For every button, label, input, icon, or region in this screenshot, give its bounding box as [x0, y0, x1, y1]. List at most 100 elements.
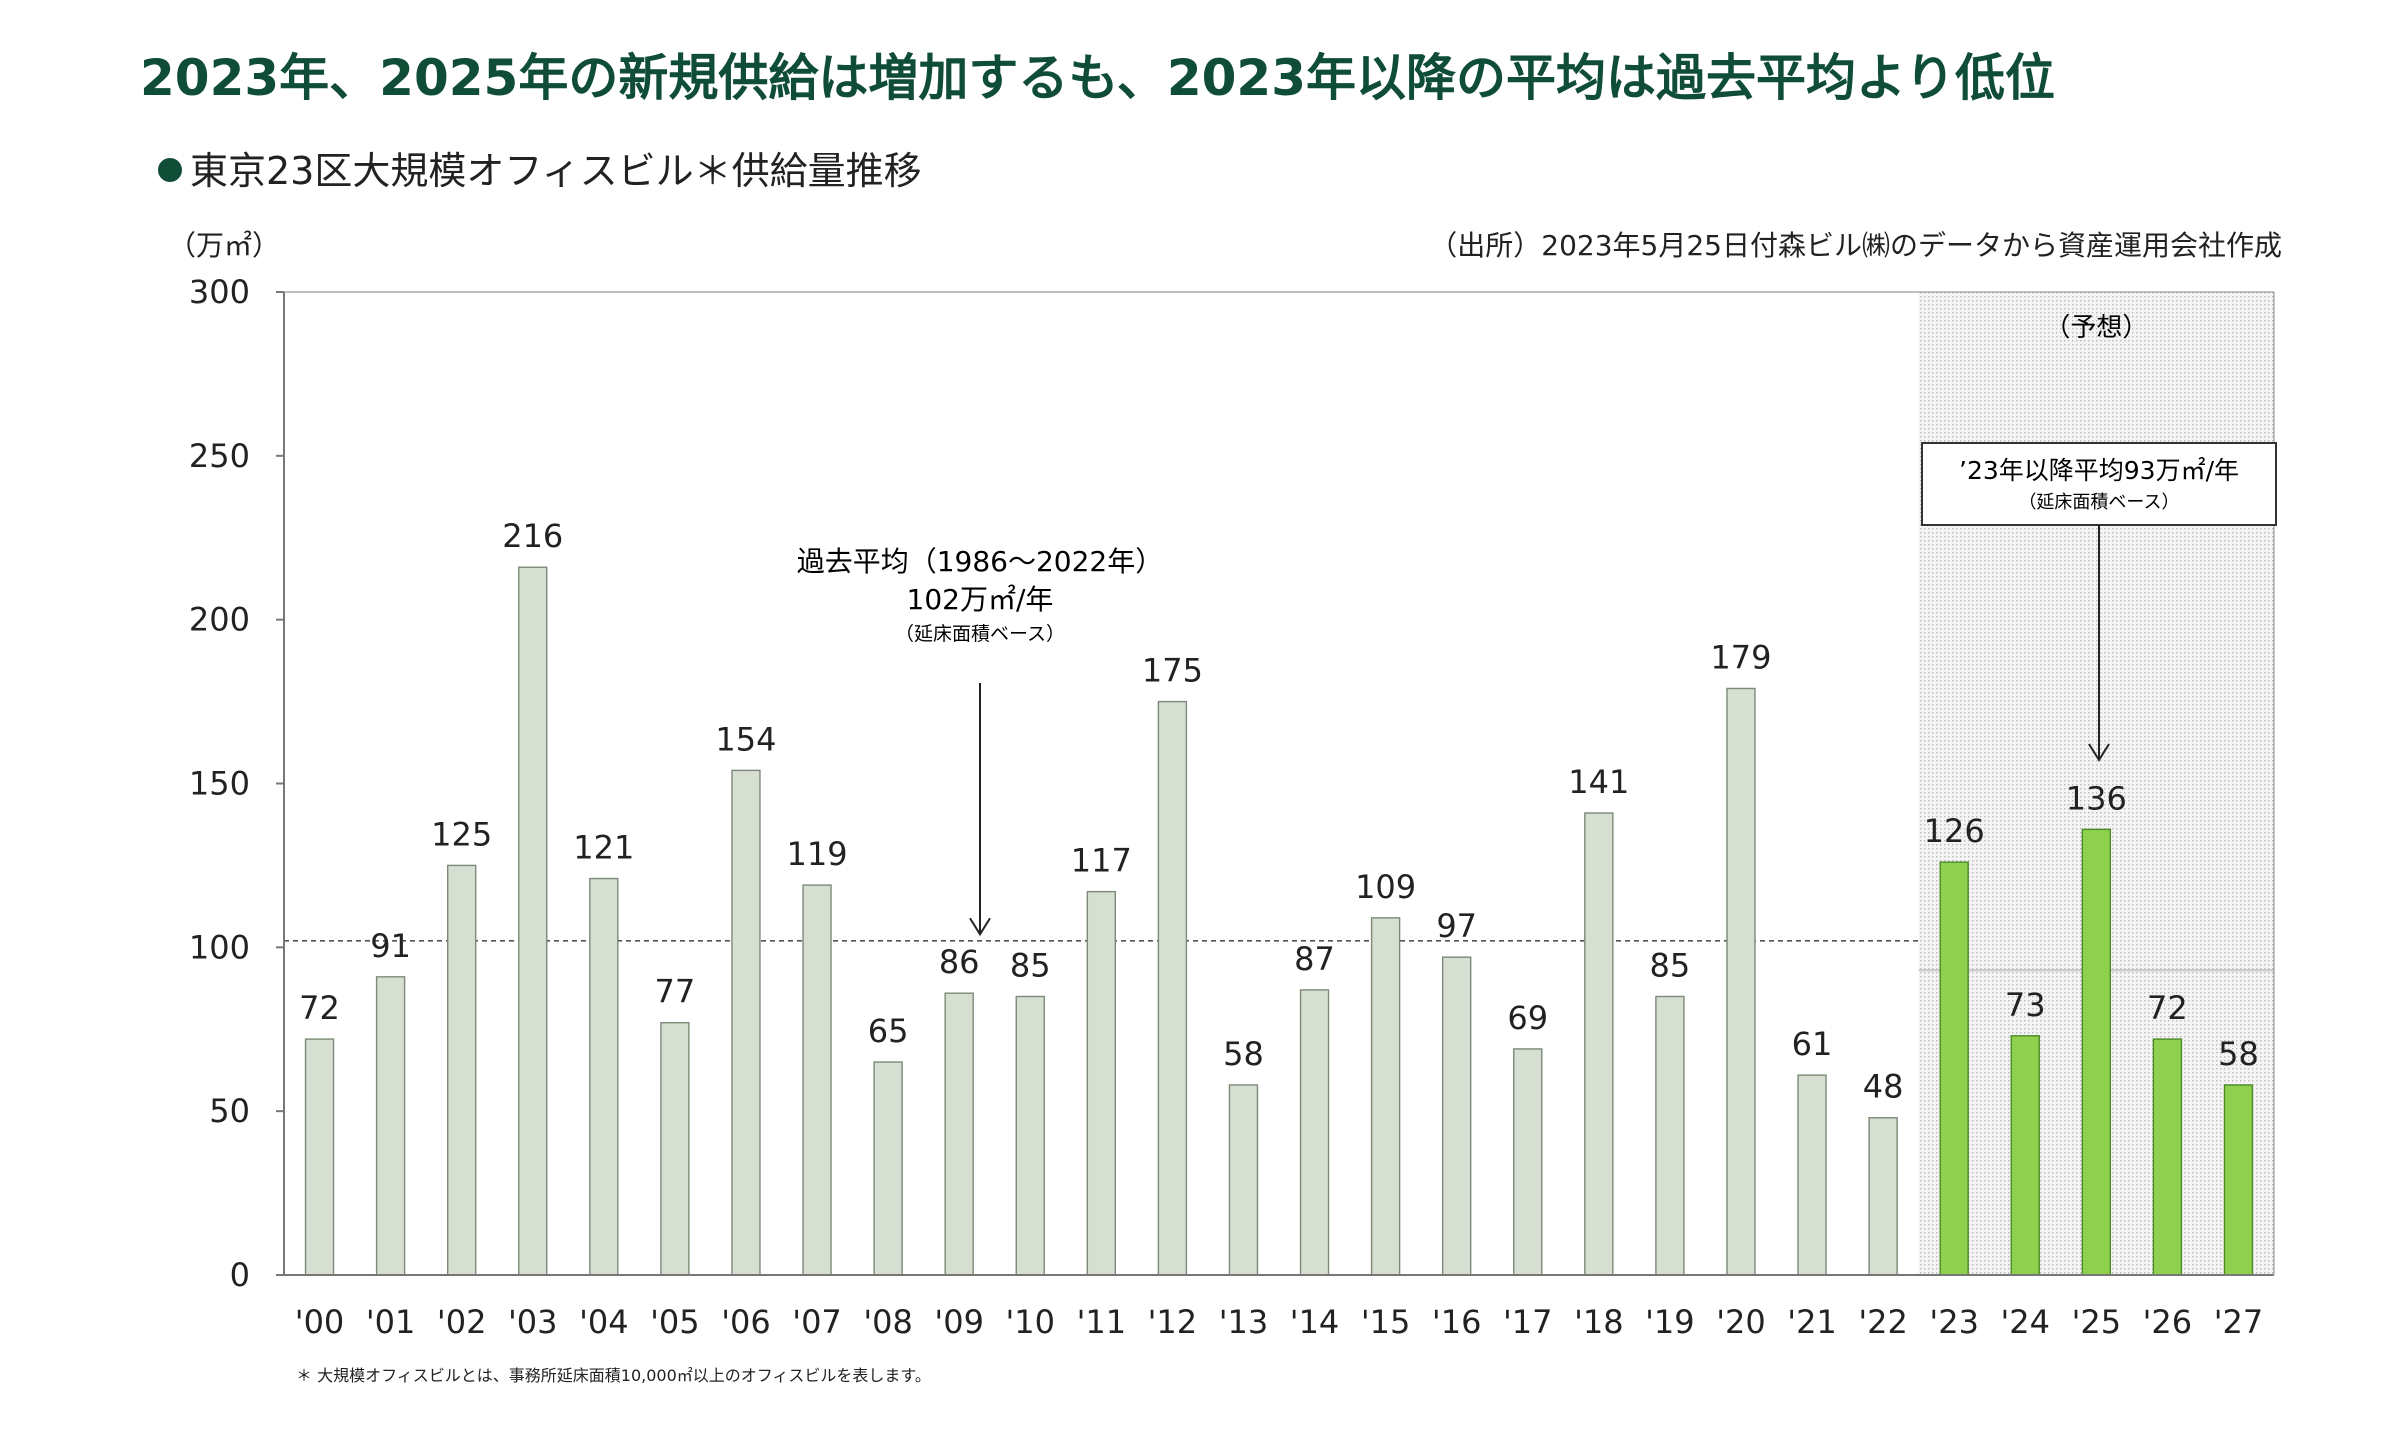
bar-value-label: 125	[431, 815, 492, 853]
x-tick-label: '06	[721, 1303, 771, 1341]
bar-25	[2081, 828, 2112, 1276]
y-tick-label: 100	[189, 928, 250, 966]
past-average-basis: （延床面積ベース）	[895, 623, 1065, 645]
x-tick-label: '16	[1432, 1303, 1482, 1341]
forecast-label: （予想）	[2044, 313, 2148, 343]
x-tick-label: '25	[2072, 1303, 2122, 1341]
y-tick-label: 0	[230, 1256, 250, 1294]
x-tick-label: '09	[934, 1303, 984, 1341]
bar-07	[802, 884, 832, 1276]
future-average-value: ’23年以降平均93万㎡/年	[1959, 456, 2239, 485]
x-tick-label: '08	[863, 1303, 913, 1341]
x-tick-label: '26	[2143, 1303, 2193, 1341]
source-note: （出所）2023年5月25日付森ビル㈱のデータから資産運用会社作成	[1429, 229, 2282, 262]
bar-value-label: 97	[1436, 907, 1477, 945]
bar-value-label: 141	[1568, 763, 1629, 801]
x-tick-label: '04	[579, 1303, 629, 1341]
x-tick-label: '13	[1219, 1303, 1269, 1341]
bar-value-label: 85	[1650, 946, 1691, 984]
bar-value-label: 117	[1071, 842, 1132, 880]
y-tick-label: 250	[189, 437, 250, 475]
x-tick-label: '24	[2000, 1303, 2050, 1341]
bar-value-label: 91	[370, 927, 411, 965]
bar-16	[1441, 956, 1472, 1276]
bar-value-label: 154	[715, 720, 776, 758]
bar-value-label: 175	[1142, 652, 1203, 690]
bar-08	[873, 1061, 903, 1276]
bar-18	[1584, 812, 1614, 1276]
bar-value-label: 61	[1792, 1025, 1833, 1063]
bar-05	[660, 1021, 690, 1276]
bar-06	[731, 769, 761, 1276]
bar-26	[2152, 1038, 2183, 1276]
bar-value-label: 121	[573, 829, 634, 867]
bar-value-label: 72	[299, 989, 340, 1027]
x-tick-label: '14	[1290, 1303, 1340, 1341]
bar-value-label: 86	[939, 943, 980, 981]
future-average-box	[1921, 442, 2277, 526]
bar-17	[1513, 1048, 1543, 1276]
x-tick-label: '19	[1645, 1303, 1695, 1341]
x-tick-label: '10	[1005, 1303, 1055, 1341]
y-tick-label: 150	[189, 765, 250, 803]
bar-value-label: 109	[1355, 868, 1416, 906]
y-tick-label: 300	[189, 273, 250, 311]
bar-value-label: 65	[868, 1012, 909, 1050]
bullet-icon	[158, 158, 182, 182]
bar-04	[589, 877, 619, 1276]
bar-value-label: 136	[2066, 779, 2127, 817]
bar-value-label: 48	[1863, 1068, 1904, 1106]
bar-value-label: 58	[2218, 1035, 2259, 1073]
bar-27	[2223, 1084, 2254, 1276]
bar-02	[446, 864, 477, 1276]
y-tick-label: 50	[209, 1092, 250, 1130]
bar-value-label: 69	[1507, 999, 1548, 1037]
x-tick-label: '05	[650, 1303, 700, 1341]
page-headline: 2023年、2025年の新規供給は増加するも、2023年以降の平均は過去平均より…	[140, 49, 2055, 107]
bar-19	[1655, 995, 1685, 1276]
x-tick-label: '01	[366, 1303, 416, 1341]
bar-13	[1228, 1084, 1259, 1276]
bar-24	[2010, 1035, 2040, 1276]
x-tick-label: '15	[1361, 1303, 1411, 1341]
bar-value-label: 126	[1924, 812, 1985, 850]
bar-23	[1939, 861, 1969, 1276]
past-average-arrowhead	[969, 917, 991, 937]
bar-value-label: 73	[2005, 986, 2046, 1024]
future-average-arrowhead	[2088, 743, 2110, 762]
bar-09	[944, 992, 974, 1276]
past-average-value: 102万㎡/年	[907, 583, 1054, 616]
x-tick-label: '02	[437, 1303, 487, 1341]
bar-value-label: 72	[2147, 989, 2188, 1027]
bar-12	[1157, 700, 1188, 1276]
x-tick-label: '21	[1787, 1303, 1837, 1341]
x-tick-label: '12	[1148, 1303, 1198, 1341]
x-tick-label: '18	[1574, 1303, 1624, 1341]
bar-03	[518, 566, 548, 1276]
bar-value-label: 119	[786, 835, 847, 873]
x-tick-label: '22	[1858, 1303, 1908, 1341]
bar-01	[375, 976, 406, 1276]
y-tick-label: 200	[189, 601, 250, 639]
x-tick-label: '07	[792, 1303, 842, 1341]
bar-21	[1797, 1074, 1827, 1276]
future-average-basis: （延床面積ベース）	[2018, 492, 2179, 513]
bar-15	[1370, 917, 1401, 1276]
bar-value-label: 179	[1710, 638, 1771, 676]
y-axis-unit: （万㎡）	[168, 229, 281, 262]
bar-value-label: 77	[655, 973, 696, 1011]
x-tick-label: '20	[1716, 1303, 1766, 1341]
x-tick-label: '17	[1503, 1303, 1553, 1341]
bar-20	[1726, 687, 1756, 1276]
bar-value-label: 216	[502, 517, 563, 555]
bar-11	[1086, 890, 1117, 1276]
bar-10	[1015, 995, 1045, 1276]
bar-22	[1868, 1117, 1898, 1276]
bar-value-label: 58	[1223, 1035, 1264, 1073]
x-tick-label: '03	[508, 1303, 558, 1341]
x-tick-label: '27	[2214, 1303, 2264, 1341]
bar-value-label: 87	[1294, 940, 1335, 978]
subtitle-text: 東京23区大規模オフィスビル＊供給量推移	[190, 149, 922, 193]
bar-value-label: 85	[1010, 946, 1051, 984]
